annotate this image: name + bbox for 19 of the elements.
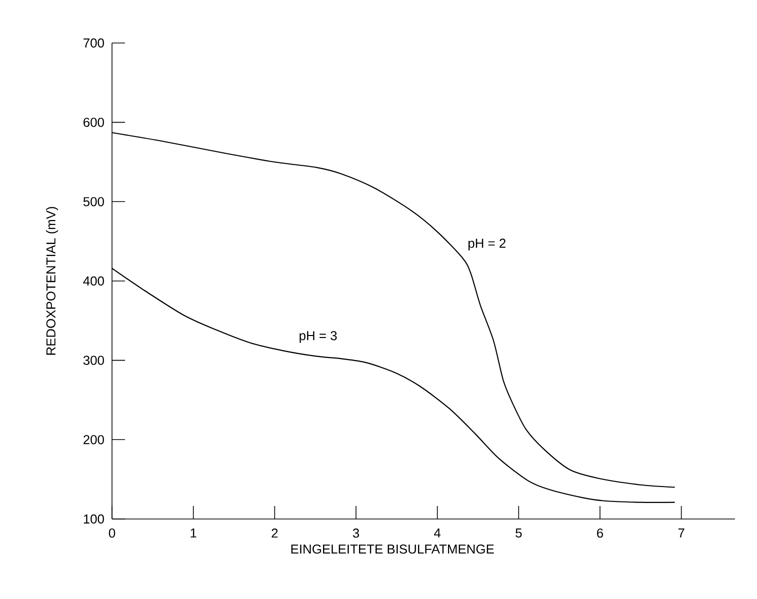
- x-tick-label: 1: [190, 528, 196, 538]
- x-tick-label: 4: [434, 528, 441, 538]
- x-tick-label: 2: [272, 528, 278, 538]
- y-tick-label: 100: [84, 514, 104, 524]
- x-tick-label: 5: [516, 528, 522, 538]
- series-label: pH = 2: [468, 238, 506, 250]
- y-axis-title: REDOXPOTENTIAL (mV): [46, 206, 58, 355]
- x-tick-label: 3: [352, 528, 360, 538]
- x-axis-title: EINGELEITETE BISULFATMENGE: [291, 544, 494, 554]
- y-tick-label: 500: [83, 197, 104, 206]
- x-tick-label: 0: [108, 528, 116, 538]
- x-tick-label: 6: [597, 528, 604, 538]
- series-label: pH = 3: [300, 331, 337, 343]
- y-tick-label: 300: [83, 356, 104, 365]
- y-tick-label: 700: [84, 38, 104, 48]
- y-tick-label: 400: [83, 276, 104, 286]
- y-tick-label: 600: [84, 118, 104, 127]
- x-tick-label: 7: [678, 528, 684, 538]
- y-tick-label: 200: [84, 435, 104, 444]
